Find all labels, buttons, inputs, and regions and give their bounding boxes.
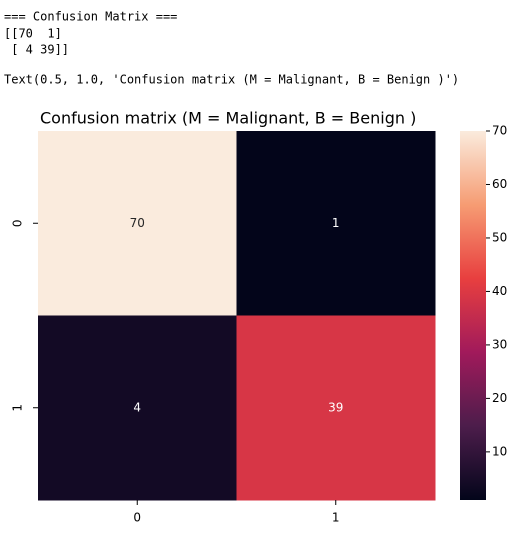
- heatmap-cell: [38, 131, 237, 316]
- cell-label: 1: [332, 216, 340, 230]
- colorbar: [460, 131, 486, 500]
- heatmap-cell: [236, 315, 436, 501]
- heatmap-cell: [38, 315, 237, 501]
- colorbar-tick-label: 40: [492, 284, 507, 298]
- y-tick-label: 0: [11, 219, 25, 227]
- y-tick-label: 1: [11, 404, 25, 412]
- colorbar-tick-label: 30: [492, 337, 507, 351]
- colorbar-tick-label: 70: [492, 124, 507, 138]
- console-line: [ 4 39]]: [4, 43, 69, 57]
- cell-label: 4: [133, 400, 141, 414]
- cell-label: 70: [130, 216, 145, 230]
- colorbar-tick-label: 60: [492, 177, 507, 191]
- console-line: Text(0.5, 1.0, 'Confusion matrix (M = Ma…: [4, 73, 459, 87]
- console-line: [[70 1]: [4, 27, 62, 41]
- console-line: === Confusion Matrix ===: [4, 10, 177, 24]
- chart-title: Confusion matrix (M = Malignant, B = Ben…: [40, 109, 416, 128]
- colorbar-tick-label: 50: [492, 230, 507, 244]
- x-tick-label: 1: [332, 511, 340, 525]
- colorbar-tick-label: 10: [492, 444, 507, 458]
- colorbar-tick-label: 20: [492, 391, 507, 405]
- x-tick-label: 0: [133, 511, 141, 525]
- cell-label: 39: [328, 400, 343, 414]
- heatmap-cell: [236, 131, 436, 316]
